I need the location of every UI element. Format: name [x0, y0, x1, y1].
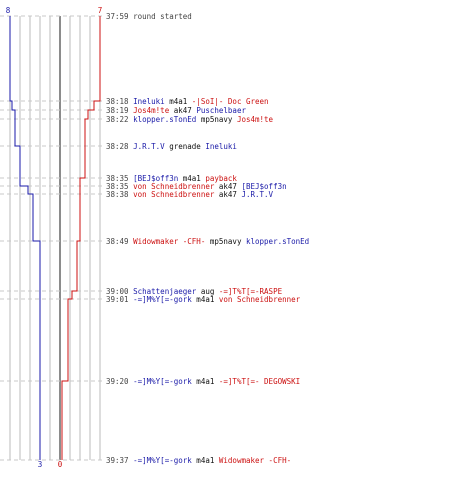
- event-line: 39:01 -=]M%Y[=-gork m4a1 von Schneidbren…: [106, 295, 301, 304]
- event-part: m4a1: [192, 377, 219, 386]
- count-labels: 8 7 3 0: [6, 6, 103, 469]
- event-part: klopper.sTonEd: [133, 115, 196, 124]
- red-end-count: 0: [58, 460, 63, 469]
- event-time: 38:22: [106, 115, 133, 124]
- event-time: 38:35: [106, 174, 133, 183]
- blue-end-count: 3: [38, 460, 43, 469]
- event-time: 39:20: [106, 377, 133, 386]
- blue-start-count: 8: [6, 6, 11, 15]
- event-part: J.R.T.V: [241, 190, 273, 199]
- event-time: 39:00: [106, 287, 133, 296]
- event-log: 37:59 round started 38:18 Ineluki m4a1 -|…: [106, 12, 309, 465]
- event-part: payback: [205, 174, 237, 183]
- event-part: m4a1: [165, 97, 192, 106]
- event-line: 38:35 [BEJ$off3n m4a1 payback: [106, 174, 237, 183]
- event-line: 38:22 klopper.sTonEd mp5navy Jos4m!te: [106, 115, 274, 124]
- event-part: von Schneidbrenner: [133, 182, 215, 191]
- event-part: Jos4m!te: [237, 115, 274, 124]
- event-part: -=]T%T[=- DEGOWSKI: [219, 377, 300, 386]
- event-part: Ineluki: [205, 142, 237, 151]
- event-part: Widowmaker -CFH-: [219, 456, 291, 465]
- event-dash-lines: [0, 15, 104, 461]
- event-line: 38:18 Ineluki m4a1 -|SoI|- Doc Green: [106, 97, 269, 106]
- event-part: -=]M%Y[=-gork: [133, 456, 192, 465]
- event-part: round started: [133, 12, 192, 21]
- event-part: [BEJ$off3n: [241, 182, 286, 191]
- event-part: m4a1: [178, 174, 205, 183]
- event-time: 38:28: [106, 142, 133, 151]
- event-part: grenade: [165, 142, 206, 151]
- red-start-count: 7: [98, 6, 103, 15]
- event-time: 38:38: [106, 190, 133, 199]
- event-time: 38:49: [106, 237, 133, 246]
- event-time: 39:37: [106, 456, 133, 465]
- event-part: -=]M%Y[=-gork: [133, 377, 192, 386]
- blue-team-step-line: [9, 16, 41, 460]
- event-part: -=]M%Y[=-gork: [133, 295, 192, 304]
- event-part: -|SoI|- Doc Green: [192, 97, 269, 106]
- event-time: 39:01: [106, 295, 133, 304]
- event-part: Ineluki: [133, 97, 165, 106]
- team-step-lines: [9, 16, 101, 460]
- event-part: aug: [196, 287, 219, 296]
- event-part: mp5navy: [205, 237, 246, 246]
- red-team-step-line: [61, 16, 101, 460]
- event-time: 37:59: [106, 12, 133, 21]
- event-part: Widowmaker -CFH-: [133, 237, 205, 246]
- event-line: 39:37 -=]M%Y[=-gork m4a1 Widowmaker -CFH…: [106, 456, 291, 465]
- event-line: 39:00 Schattenjaeger aug -=]T%T[=-RASPE: [106, 287, 283, 296]
- event-part: m4a1: [192, 295, 219, 304]
- event-line: 38:28 J.R.T.V grenade Ineluki: [106, 142, 237, 151]
- event-line: 38:38 von Schneidbrenner ak47 J.R.T.V: [106, 190, 274, 199]
- event-part: m4a1: [192, 456, 219, 465]
- event-line: 38:35 von Schneidbrenner ak47 [BEJ$off3n: [106, 182, 287, 191]
- event-line: 38:49 Widowmaker -CFH- mp5navy klopper.s…: [106, 237, 309, 246]
- event-line: 38:19 Jos4m!te ak47 Puschelbaer: [106, 106, 246, 115]
- event-time: 38:18: [106, 97, 133, 106]
- event-part: Jos4m!te: [133, 106, 170, 115]
- event-line: 39:20 -=]M%Y[=-gork m4a1 -=]T%T[=- DEGOW…: [106, 377, 300, 386]
- event-part: -=]T%T[=-RASPE: [219, 287, 283, 296]
- event-time: 38:35: [106, 182, 133, 191]
- event-part: ak47: [169, 106, 196, 115]
- event-part: ak47: [214, 190, 241, 199]
- event-part: von Schneidbrenner: [219, 295, 301, 304]
- event-part: [BEJ$off3n: [133, 174, 178, 183]
- event-part: Schattenjaeger: [133, 287, 197, 296]
- event-part: mp5navy: [196, 115, 237, 124]
- event-part: J.R.T.V: [133, 142, 165, 151]
- event-line: 37:59 round started: [106, 12, 192, 21]
- event-part: Puschelbaer: [196, 106, 246, 115]
- event-time: 38:19: [106, 106, 133, 115]
- event-part: ak47: [214, 182, 241, 191]
- event-part: von Schneidbrenner: [133, 190, 215, 199]
- event-part: klopper.sTonEd: [246, 237, 309, 246]
- grid-lines: [9, 16, 101, 460]
